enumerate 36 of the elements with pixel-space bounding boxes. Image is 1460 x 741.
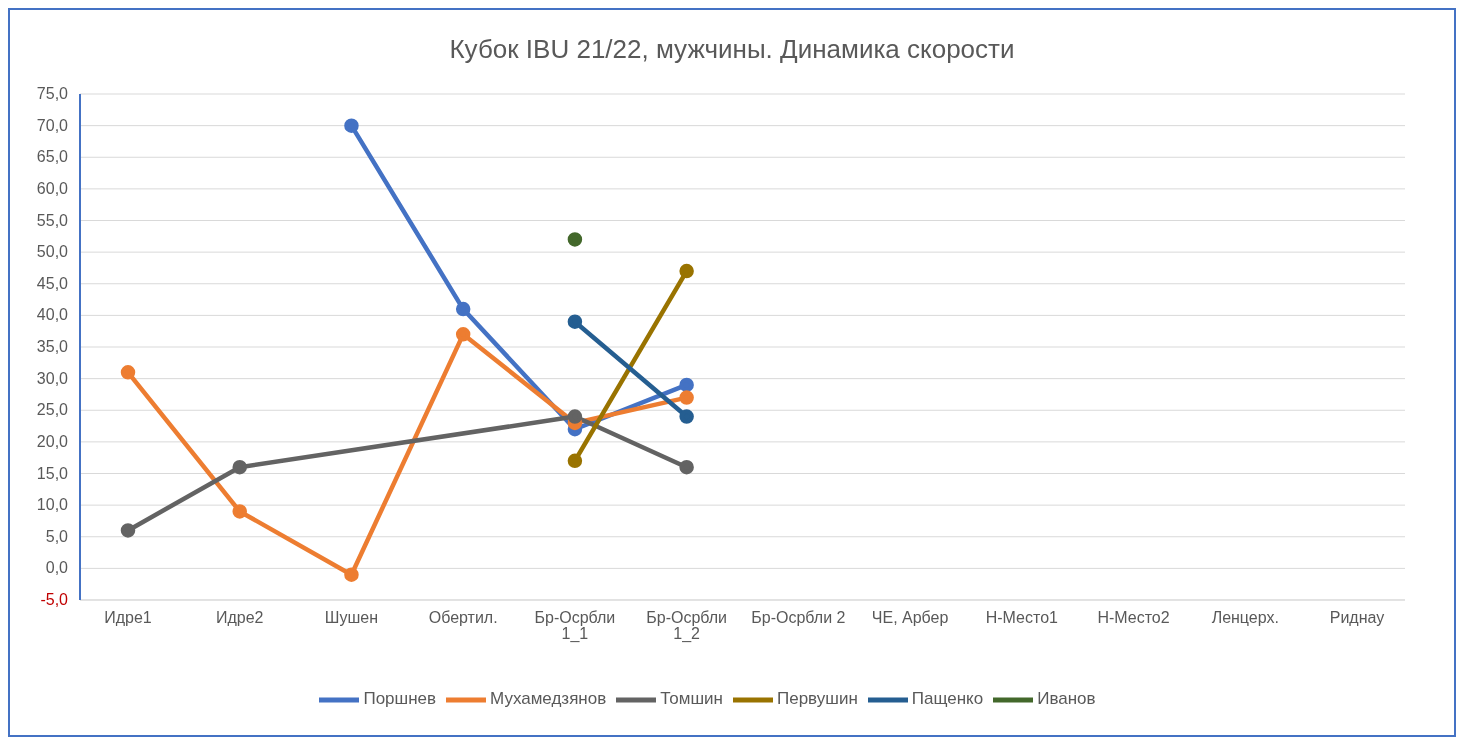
y-tick-label: 75,0 [36,85,69,102]
y-tick-label: 40,0 [36,306,69,324]
y-tick-label: 10,0 [36,496,69,514]
x-tick-label: Идре1 [104,609,152,627]
chart-title: Кубок IBU 21/22, мужчины. Динамика скорости [448,33,1016,66]
x-tick-label: Н-Место1 [985,609,1059,627]
x-tick-label: ЧЕ, Арбер [871,609,949,627]
legend-label: Первушин [776,689,858,709]
legend-label: Иванов [1037,689,1096,709]
legend-label: Мухамедзянов [490,689,607,709]
x-tick-label: Н-Место2 [1097,609,1170,627]
legend-label: Поршнев [363,689,437,709]
legend-label: Пащенко [911,689,984,709]
y-tick-label: 45,0 [36,274,69,292]
y-tick-label: 35,0 [36,338,69,355]
x-tick-label: Бр-Осрбли 1_2 [646,609,728,644]
y-tick-label: 0,0 [45,559,69,577]
x-tick-label: Ленцерх. [1211,609,1279,627]
y-tick-label: 70,0 [36,116,69,134]
x-tick-label: Риднау [1329,609,1385,627]
x-tick-label: Идре2 [215,609,264,627]
x-tick-label: Бр-Осрбли 2 [751,609,846,627]
y-tick-label: 30,0 [36,369,69,387]
x-tick-label: Бр-Осрбли 1_1 [534,609,616,644]
y-tick-label: 50,0 [36,243,69,261]
y-tick-label: -5,0 [40,591,69,608]
y-tick-label: 55,0 [36,211,69,229]
y-tick-label: 15,0 [36,464,69,482]
y-tick-label: 5,0 [45,527,69,545]
x-tick-label: Шушен [324,609,379,627]
y-tick-label: 20,0 [36,432,69,450]
y-tick-label: 25,0 [36,401,69,419]
y-tick-label: 65,0 [36,148,69,166]
legend-label: Томшин [660,689,723,709]
x-tick-label: Обертил. [428,609,498,627]
y-tick-label: 60,0 [36,179,69,197]
